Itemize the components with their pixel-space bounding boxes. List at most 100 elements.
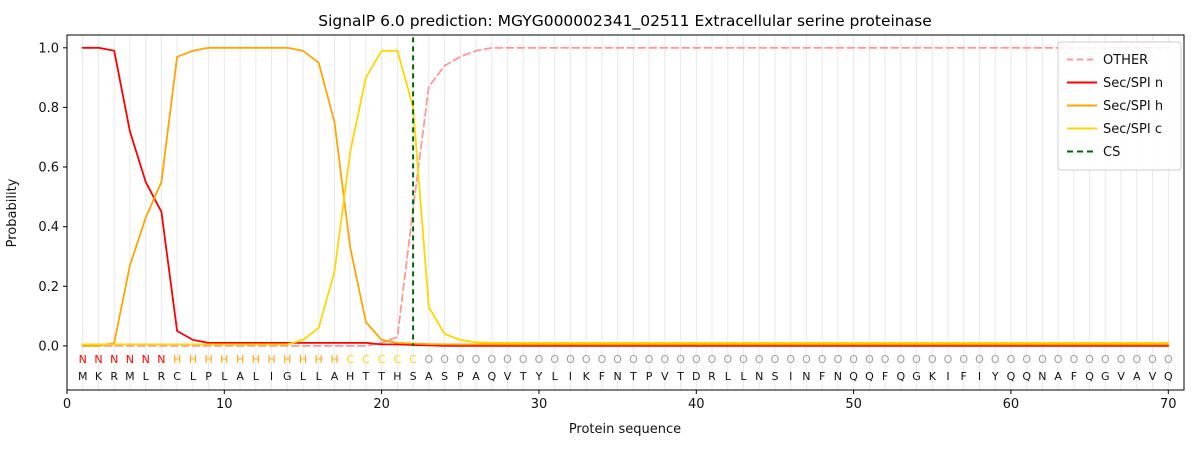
region-letter: O	[1054, 353, 1063, 366]
sequence-letter: L	[740, 370, 747, 383]
region-letter: N	[142, 353, 150, 366]
sequence-letter: G	[1101, 370, 1110, 383]
region-letter: H	[315, 353, 323, 366]
sequence-letter: K	[929, 370, 937, 383]
sequence-letter: P	[205, 370, 212, 383]
sequence-letter: G	[912, 370, 921, 383]
sequence-letter: V	[1117, 370, 1125, 383]
sequence-letter: N	[834, 370, 842, 383]
sequence-letter: L	[300, 370, 307, 383]
series-lines	[81, 46, 1170, 347]
region-letter: O	[975, 353, 984, 366]
region-letter: O	[1148, 353, 1157, 366]
y-tick-label: 0.6	[38, 161, 59, 176]
region-letter: C	[394, 353, 402, 366]
region-letter: O	[676, 353, 685, 366]
region-letter: O	[598, 353, 607, 366]
sequence-letter: V	[1149, 370, 1157, 383]
region-letter: O	[818, 353, 827, 366]
region-letter: O	[1164, 353, 1173, 366]
region-letter: O	[849, 353, 858, 366]
y-tick-label: 0.4	[38, 220, 59, 235]
sequence-letter: A	[236, 370, 244, 383]
y-tick-label: 0.8	[38, 101, 59, 116]
region-letter: H	[189, 353, 197, 366]
sequence-letter: S	[410, 370, 417, 383]
sequence-letter: V	[504, 370, 512, 383]
sequence-letter: Q	[865, 370, 874, 383]
region-letter: H	[283, 353, 291, 366]
sequence-letter: Q	[1164, 370, 1173, 383]
region-letter: N	[157, 353, 165, 366]
region-letter: O	[755, 353, 764, 366]
y-tick-label: 0.0	[38, 339, 59, 354]
region-letter: O	[645, 353, 654, 366]
sequence-letter: T	[362, 370, 370, 383]
sequence-letter: F	[1071, 370, 1077, 383]
sequence-letter: T	[519, 370, 527, 383]
sequence-letter: Q	[1085, 370, 1094, 383]
legend-label: Sec/SPI h	[1103, 99, 1163, 114]
region-letter: N	[79, 353, 87, 366]
sequence-letter: A	[472, 370, 480, 383]
legend-label: Sec/SPI c	[1103, 122, 1162, 137]
legend-label: CS	[1103, 145, 1120, 160]
sequence-letter: F	[961, 370, 967, 383]
sequence-letter: R	[708, 370, 716, 383]
sequence-letter: N	[802, 370, 810, 383]
region-letter: O	[503, 353, 512, 366]
sequence-letter: Q	[849, 370, 858, 383]
sequence-letter: L	[725, 370, 732, 383]
sequence-letter: A	[425, 370, 433, 383]
sequence-letter: I	[569, 370, 572, 383]
region-letter: N	[110, 353, 118, 366]
sequence-letter: T	[676, 370, 684, 383]
sequence-letter: N	[755, 370, 763, 383]
region-letter: O	[786, 353, 795, 366]
x-tick-label: 30	[531, 397, 548, 412]
series-line-sec-spi-n	[81, 46, 1170, 347]
x-tick-label: 70	[1160, 397, 1177, 412]
region-letter: O	[487, 353, 496, 366]
region-letter: O	[944, 353, 953, 366]
region-letter: H	[220, 353, 228, 366]
region-letter: O	[472, 353, 481, 366]
sequence-letter: I	[270, 370, 273, 383]
chart-title: SignalP 6.0 prediction: MGYG000002341_02…	[318, 12, 932, 31]
sequence-letter: L	[221, 370, 228, 383]
sequence-letter: L	[143, 370, 150, 383]
region-letter: O	[881, 353, 890, 366]
region-letter: C	[378, 353, 386, 366]
sequence-letter: Q	[487, 370, 496, 383]
x-tick-label: 20	[373, 397, 390, 412]
region-letter: O	[456, 353, 465, 366]
sequence-letter: Q	[1007, 370, 1016, 383]
sequence-letter: L	[316, 370, 323, 383]
gridlines	[82, 35, 1169, 390]
x-tick-label: 40	[688, 397, 705, 412]
sequence-letter: M	[78, 370, 88, 383]
region-letter: O	[912, 353, 921, 366]
region-letter: H	[299, 353, 307, 366]
sequence-letter: I	[978, 370, 981, 383]
y-tick-label: 0.2	[38, 280, 59, 295]
legend: OTHER Sec/SPI n Sec/SPI h Sec/SPI c CS	[1057, 41, 1182, 171]
region-letter: C	[409, 353, 417, 366]
sequence-letter: K	[583, 370, 591, 383]
sequence-letter: P	[457, 370, 464, 383]
plot-frame	[66, 34, 1185, 391]
region-letter: O	[660, 353, 669, 366]
sequence-letter: M	[125, 370, 135, 383]
region-letter: O	[1117, 353, 1126, 366]
sequence-letter: G	[283, 370, 292, 383]
region-letter: H	[252, 353, 260, 366]
region-letter: C	[362, 353, 370, 366]
series-line-other	[81, 46, 1170, 347]
sequence-letter: T	[377, 370, 385, 383]
sequence-letter: F	[882, 370, 888, 383]
sequence-letter: T	[629, 370, 637, 383]
